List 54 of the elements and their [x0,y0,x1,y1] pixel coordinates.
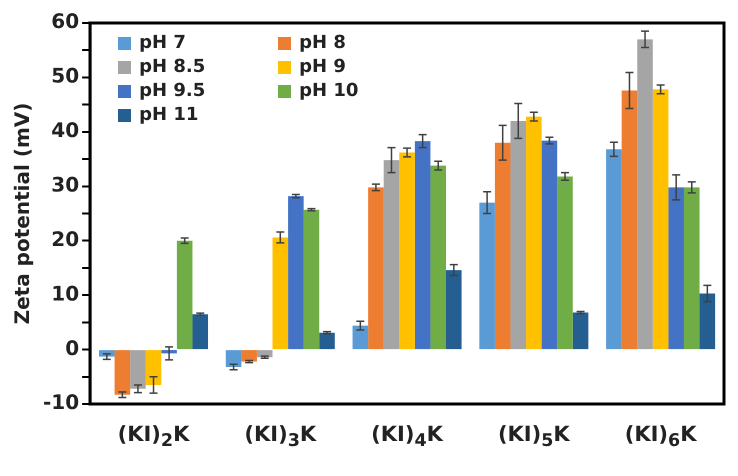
bar [368,187,384,350]
y-tick-label: 50 [51,64,80,88]
bar [572,312,588,350]
y-tick-label: 10 [51,281,80,306]
bar [557,176,573,350]
x-tick-label: (KI)$_{5}$K [496,422,571,452]
legend-label: pH 11 [139,103,198,127]
bar [414,141,430,350]
x-tick-label: (KI)$_{3}$K [243,422,318,452]
y-axis-title: Zeta potential (mV) [10,102,34,324]
bar [399,152,415,350]
bar [304,210,320,350]
bar [319,332,335,350]
bar [384,160,400,350]
bar [668,187,684,350]
bar [622,90,638,350]
bar [542,140,558,350]
bar [526,116,542,350]
legend-label: pH 7 [139,31,186,55]
y-tick-label: 60 [51,9,80,34]
bar [161,350,177,354]
y-tick-label: 20 [51,226,80,251]
y-tick-label: 30 [51,172,80,196]
bar [192,314,208,350]
bar [684,187,700,350]
bar [130,350,146,389]
y-tick-label: 40 [51,118,80,142]
bar [637,39,653,350]
x-tick-label: (KI)$_{4}$K [370,422,444,452]
legend-label: pH 10 [299,79,358,103]
y-tick-label: -10 [42,390,80,414]
x-tick-label: (KI)$_{6}$K [624,422,698,452]
bar [352,326,368,350]
bar [510,120,526,350]
bar [272,237,288,350]
bar [114,350,130,395]
legend-label: pH 8 [299,31,346,55]
bar [446,270,462,350]
bar [146,350,162,385]
legend-label: pH 9.5 [139,79,206,103]
bar [226,350,242,367]
bar [288,196,304,350]
y-tick-label: 0 [65,336,80,360]
bar [176,240,192,350]
legend-label: pH 9 [299,55,346,79]
bar [241,350,257,362]
bar [606,149,622,350]
bar [494,142,510,350]
x-tick-label: (KI)$_{2}$K [116,422,191,452]
bar [652,89,668,350]
legend-label: pH 8.5 [139,55,206,79]
bar [479,202,495,350]
bar [700,294,716,350]
bar [430,166,446,350]
